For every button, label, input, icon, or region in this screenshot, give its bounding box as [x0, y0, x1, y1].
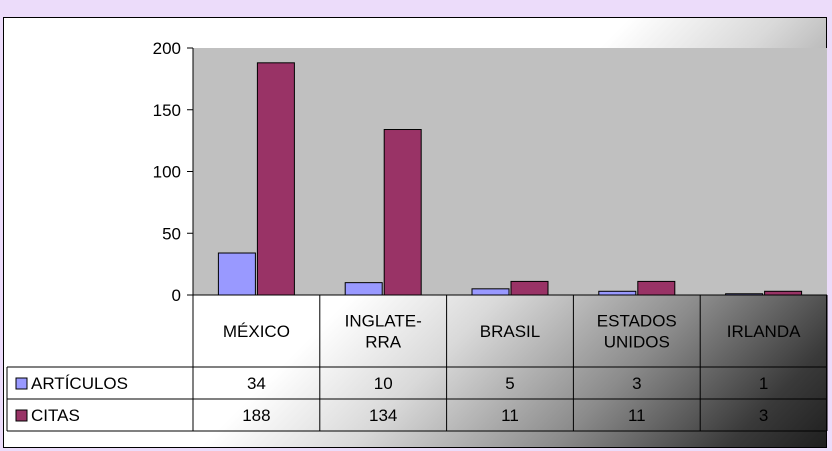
- category-label: ESTADOS: [597, 312, 677, 331]
- bar-artculos-1: [344, 282, 383, 296]
- y-tick-label: 0: [172, 286, 181, 305]
- category-label: BRASIL: [480, 322, 540, 341]
- plot-area: [193, 48, 827, 295]
- y-tick-label: 200: [153, 39, 181, 58]
- data-table-value: 134: [369, 406, 397, 425]
- bar-citas-3: [637, 280, 676, 296]
- category-label: UNIDOS: [604, 333, 670, 352]
- bar-citas-0: [256, 62, 295, 296]
- data-table-value: 3: [759, 406, 768, 425]
- category-label: IRLANDA: [727, 322, 801, 341]
- y-tick-label: 100: [153, 163, 181, 182]
- category-label: INGLATE-: [345, 312, 422, 331]
- series-name-label: ARTÍCULOS: [31, 374, 128, 393]
- data-table-value: 188: [242, 406, 270, 425]
- data-table-value: 3: [632, 374, 641, 393]
- data-table-value: 5: [505, 374, 514, 393]
- data-table-value: 11: [501, 406, 519, 425]
- data-table-value: 34: [247, 374, 266, 393]
- bar-citas-4: [764, 290, 803, 296]
- legend-key-citas: [15, 409, 28, 422]
- series-name-label: CITAS: [31, 406, 80, 425]
- data-table-value: 10: [374, 374, 393, 393]
- category-label: MÉXICO: [223, 322, 290, 341]
- bar-artculos-3: [598, 290, 637, 296]
- category-label: RRA: [365, 333, 402, 352]
- chart-frame: 0 50 100 150 200 MÉXICO INGLATE- RRA BRASIL ESTAD…: [3, 17, 828, 448]
- bar-citas-1: [383, 129, 422, 296]
- bar-artculos-2: [471, 288, 510, 296]
- data-table-value: 11: [628, 406, 646, 425]
- bar-chart: 0 50 100 150 200 MÉXICO INGLATE- RRA BRASIL ESTAD…: [6, 39, 828, 432]
- bar-citas-2: [510, 280, 549, 296]
- y-tick-label: 50: [162, 224, 181, 243]
- legend-key-artculos: [15, 377, 28, 390]
- data-table-value: 1: [759, 374, 768, 393]
- y-tick-label: 150: [153, 101, 181, 120]
- bar-artculos-0: [217, 252, 256, 296]
